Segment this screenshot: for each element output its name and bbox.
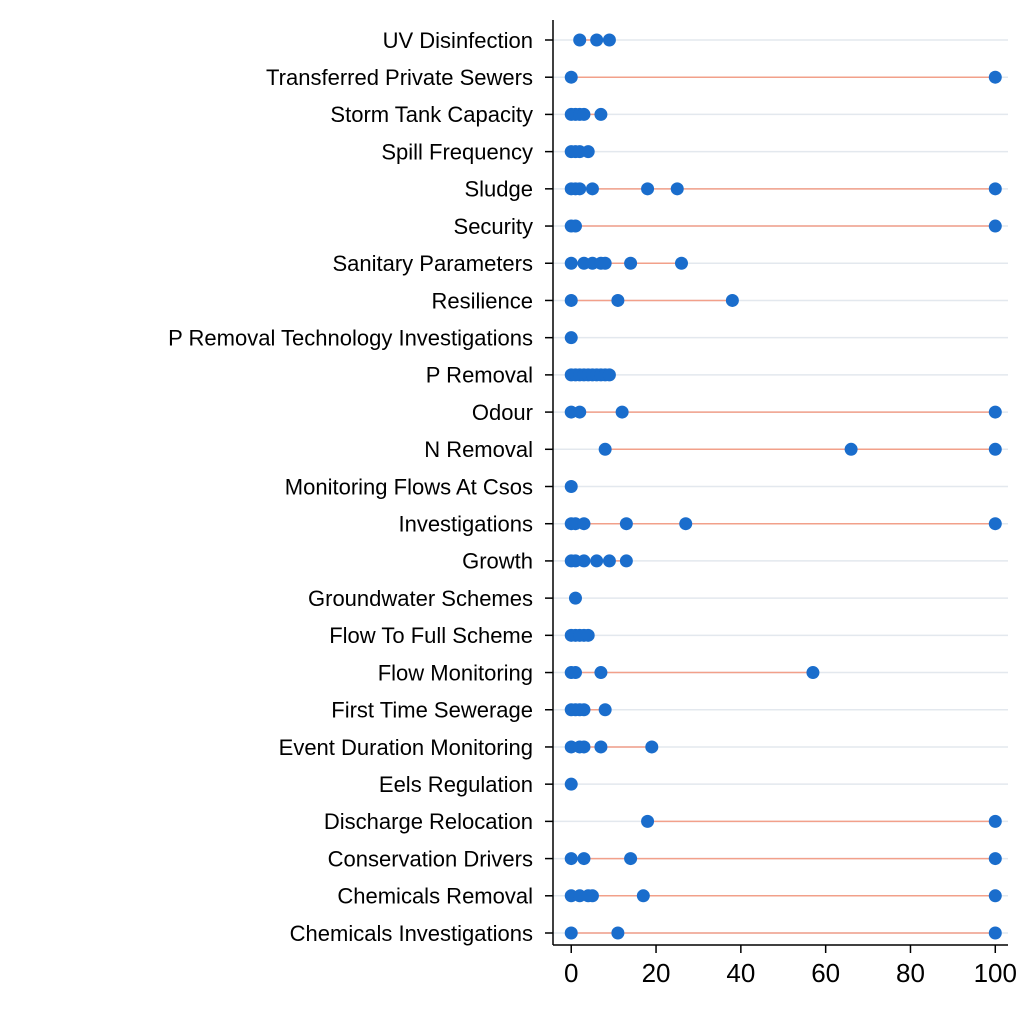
y-tick-label: Sanitary Parameters	[332, 251, 533, 276]
y-tick-label: Security	[454, 214, 533, 239]
dot	[619, 517, 633, 531]
dot	[988, 70, 1002, 84]
dot	[568, 219, 582, 233]
dot	[624, 256, 638, 270]
y-tick-label: Resilience	[432, 288, 534, 313]
y-tick-label: P Removal	[426, 363, 533, 388]
y-tick-label: Growth	[462, 549, 533, 574]
dot	[645, 740, 659, 754]
dot	[577, 107, 591, 121]
dot	[725, 293, 739, 307]
x-tick-label: 100	[974, 958, 1017, 988]
dot	[988, 889, 1002, 903]
dot	[670, 182, 684, 196]
dot	[988, 219, 1002, 233]
dot	[602, 33, 616, 47]
dot	[573, 405, 587, 419]
dot	[611, 293, 625, 307]
dot	[806, 666, 820, 680]
dot	[988, 405, 1002, 419]
dot	[598, 703, 612, 717]
dot	[573, 33, 587, 47]
y-tick-label: UV Disinfection	[383, 28, 533, 53]
dot	[679, 517, 693, 531]
dot	[581, 628, 595, 642]
x-tick-label: 80	[896, 958, 925, 988]
dot	[988, 926, 1002, 940]
dot	[602, 368, 616, 382]
x-tick-label: 60	[811, 958, 840, 988]
dot	[590, 554, 604, 568]
dot	[590, 33, 604, 47]
dot	[577, 740, 591, 754]
y-tick-label: Event Duration Monitoring	[279, 735, 533, 760]
dot	[641, 814, 655, 828]
x-tick-label: 0	[564, 958, 578, 988]
dot	[988, 442, 1002, 456]
dot	[564, 293, 578, 307]
y-tick-label: Odour	[472, 400, 533, 425]
x-tick-label: 20	[642, 958, 671, 988]
y-tick-label: Monitoring Flows At Csos	[285, 474, 533, 499]
y-tick-label: Transferred Private Sewers	[266, 65, 533, 90]
dot	[564, 777, 578, 791]
x-tick-label: 40	[726, 958, 755, 988]
dot	[577, 554, 591, 568]
dot	[615, 405, 629, 419]
dot	[564, 331, 578, 345]
dot	[598, 256, 612, 270]
dot	[577, 703, 591, 717]
y-tick-label: Eels Regulation	[379, 772, 533, 797]
dot	[564, 926, 578, 940]
dot	[988, 852, 1002, 866]
dot	[594, 666, 608, 680]
dot	[624, 852, 638, 866]
dot	[598, 442, 612, 456]
dot	[988, 182, 1002, 196]
y-tick-label: N Removal	[424, 437, 533, 462]
y-tick-label: Discharge Relocation	[324, 809, 533, 834]
dot	[988, 517, 1002, 531]
dot	[564, 256, 578, 270]
y-tick-label: Investigations	[398, 512, 533, 537]
dot	[577, 517, 591, 531]
dot	[594, 107, 608, 121]
y-tick-label: First Time Sewerage	[331, 698, 533, 723]
y-tick-label: Sludge	[464, 177, 533, 202]
dot	[594, 740, 608, 754]
dot	[564, 852, 578, 866]
y-tick-label: Chemicals Removal	[337, 884, 533, 909]
dot	[568, 666, 582, 680]
y-tick-label: Conservation Drivers	[328, 846, 533, 871]
dot	[641, 182, 655, 196]
dot	[674, 256, 688, 270]
dot	[636, 889, 650, 903]
dot	[619, 554, 633, 568]
dot	[844, 442, 858, 456]
y-tick-label: Chemicals Investigations	[290, 921, 533, 946]
dot	[577, 852, 591, 866]
dot	[602, 554, 616, 568]
y-tick-label: Flow To Full Scheme	[329, 623, 533, 648]
y-tick-label: P Removal Technology Investigations	[168, 325, 533, 350]
y-tick-label: Storm Tank Capacity	[330, 102, 533, 127]
dot	[568, 591, 582, 605]
dot	[988, 814, 1002, 828]
dot	[573, 182, 587, 196]
dot	[564, 480, 578, 493]
dot	[585, 889, 599, 903]
dot	[564, 70, 578, 84]
y-tick-label: Flow Monitoring	[378, 660, 533, 685]
dot	[611, 926, 625, 940]
dot	[585, 182, 599, 196]
y-tick-label: Groundwater Schemes	[308, 586, 533, 611]
y-tick-label: Spill Frequency	[381, 139, 533, 164]
dot	[581, 145, 595, 159]
